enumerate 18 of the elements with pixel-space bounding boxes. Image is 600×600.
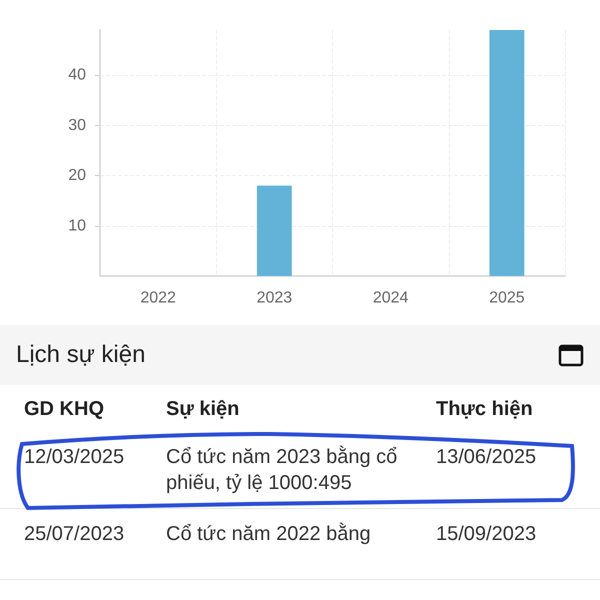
y-tick-label: 40 [68,66,86,84]
x-tick-label: 2023 [256,290,292,306]
text: Lịch sự kiện [16,341,146,369]
text: Cổ tức năm 2022 bằng [166,522,372,547]
text: 15/09/2023 [436,522,536,547]
x-tick-label: 2024 [372,290,409,306]
text: Thực hiện [436,397,533,422]
y-tick-label: 20 [68,167,86,184]
x-tick-label: 2025 [489,290,525,306]
text: GD KHQ [24,397,104,422]
y-tick-label: 30 [68,116,86,134]
y-tick-label: 10 [68,217,86,234]
text: Cổ tức năm 2023 bằng cổ phiếu, tỷ lệ 1000:495 [166,444,398,496]
text: Sự kiện [166,397,240,422]
text: 13/06/2025 [436,445,536,470]
x-tick-label: 2022 [140,290,176,306]
text: 12/03/2025 [24,445,124,470]
text: 25/07/2023 [24,522,124,547]
